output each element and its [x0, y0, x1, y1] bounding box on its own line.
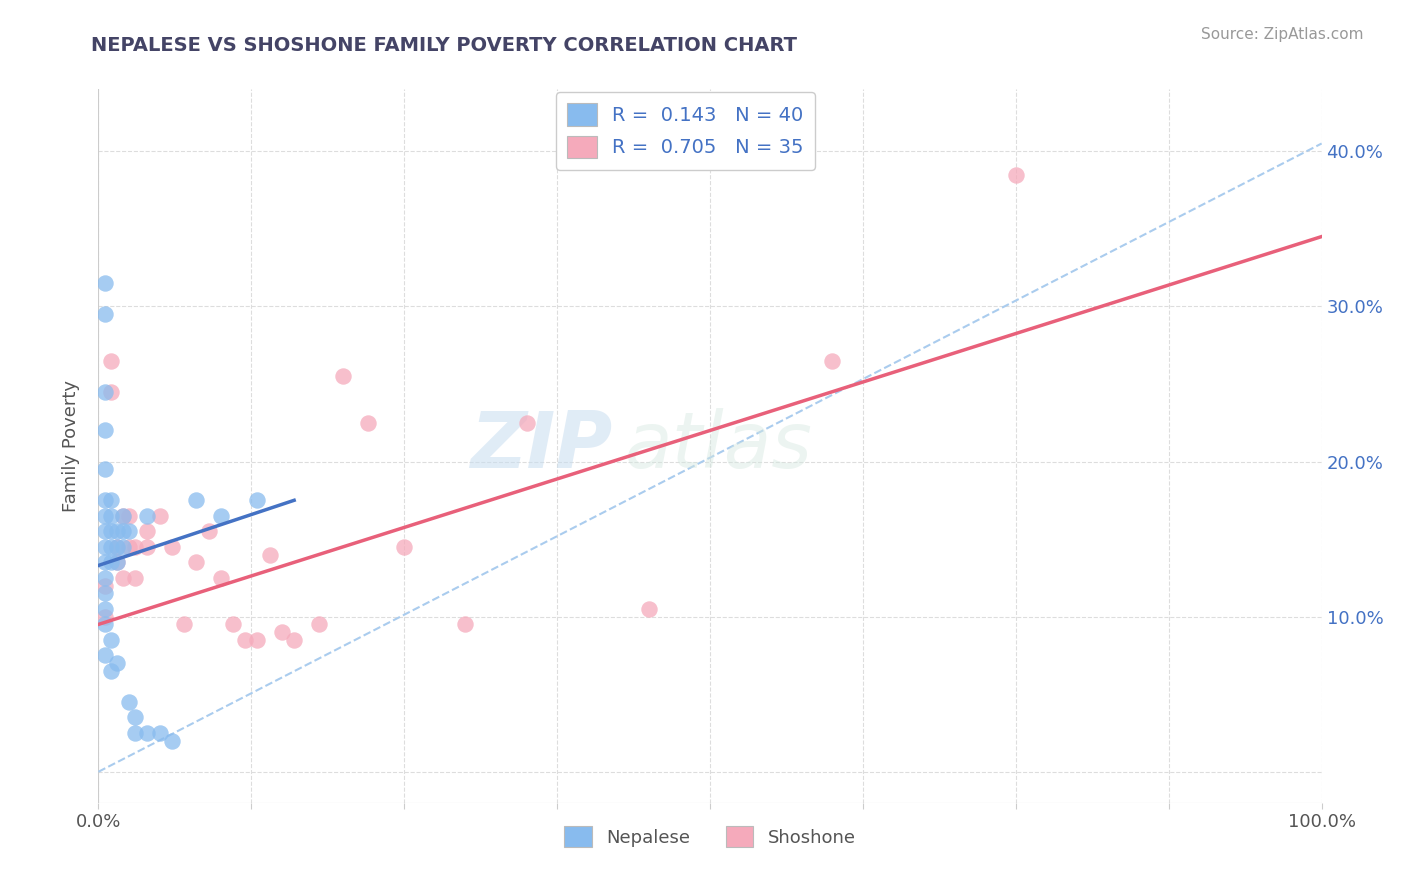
Text: NEPALESE VS SHOSHONE FAMILY POVERTY CORRELATION CHART: NEPALESE VS SHOSHONE FAMILY POVERTY CORR…	[91, 36, 797, 54]
Point	[270, 625, 294, 640]
Point	[93, 307, 115, 321]
Point	[160, 540, 183, 554]
Point	[105, 524, 128, 539]
Point	[197, 524, 219, 539]
Point	[136, 508, 159, 523]
Point	[160, 733, 183, 747]
Point	[515, 416, 537, 430]
Point	[105, 555, 128, 569]
Point	[637, 602, 661, 616]
Point	[93, 384, 115, 399]
Point	[283, 632, 305, 647]
Point	[93, 648, 115, 663]
Point	[118, 540, 141, 554]
Text: Source: ZipAtlas.com: Source: ZipAtlas.com	[1201, 27, 1364, 42]
Point	[100, 555, 122, 569]
Point	[124, 571, 146, 585]
Point	[93, 602, 115, 616]
Point	[93, 609, 115, 624]
Point	[136, 524, 159, 539]
Point	[136, 540, 159, 554]
Point	[173, 617, 195, 632]
Point	[105, 540, 128, 554]
Point	[93, 508, 115, 523]
Point	[111, 524, 134, 539]
Point	[100, 508, 122, 523]
Point	[93, 555, 115, 569]
Point	[259, 548, 281, 562]
Point	[332, 369, 354, 384]
Point	[124, 540, 146, 554]
Point	[111, 508, 134, 523]
Point	[186, 493, 208, 508]
Point	[118, 524, 141, 539]
Point	[356, 416, 378, 430]
Point	[93, 540, 115, 554]
Point	[454, 617, 477, 632]
Point	[105, 540, 128, 554]
Point	[100, 524, 122, 539]
Point	[111, 571, 134, 585]
Point	[100, 384, 122, 399]
Text: ZIP: ZIP	[470, 408, 612, 484]
Point	[233, 632, 256, 647]
Legend: Nepalese, Shoshone: Nepalese, Shoshone	[557, 819, 863, 855]
Point	[93, 424, 115, 438]
Point	[209, 508, 232, 523]
Point	[93, 276, 115, 290]
Point	[93, 586, 115, 600]
Point	[124, 710, 146, 724]
Point	[93, 493, 115, 508]
Point	[186, 555, 208, 569]
Y-axis label: Family Poverty: Family Poverty	[62, 380, 80, 512]
Point	[149, 726, 172, 740]
Point	[136, 726, 159, 740]
Point	[105, 656, 128, 670]
Point	[308, 617, 330, 632]
Point	[93, 571, 115, 585]
Point	[100, 540, 122, 554]
Point	[1004, 168, 1026, 182]
Point	[100, 664, 122, 678]
Point	[222, 617, 245, 632]
Point	[118, 508, 141, 523]
Point	[93, 524, 115, 539]
Point	[209, 571, 232, 585]
Point	[246, 632, 269, 647]
Point	[124, 726, 146, 740]
Point	[93, 617, 115, 632]
Point	[118, 695, 141, 709]
Point	[149, 508, 172, 523]
Point	[105, 555, 128, 569]
Point	[821, 353, 844, 368]
Point	[111, 540, 134, 554]
Point	[93, 462, 115, 476]
Text: atlas: atlas	[624, 408, 813, 484]
Point	[111, 508, 134, 523]
Point	[392, 540, 416, 554]
Point	[93, 579, 115, 593]
Point	[246, 493, 269, 508]
Point	[100, 632, 122, 647]
Point	[100, 353, 122, 368]
Point	[100, 493, 122, 508]
